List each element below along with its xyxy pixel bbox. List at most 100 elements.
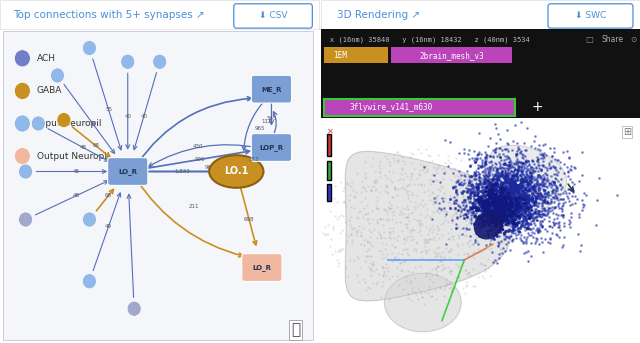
- Point: [528, 217, 538, 223]
- Point: [529, 174, 539, 180]
- Point: [483, 265, 493, 271]
- Point: [492, 181, 502, 186]
- Point: [493, 208, 504, 214]
- Point: [502, 213, 513, 218]
- Point: [510, 185, 520, 190]
- Point: [517, 203, 527, 209]
- Point: [568, 187, 578, 192]
- Point: [483, 179, 493, 185]
- Point: [410, 248, 420, 254]
- Point: [485, 216, 495, 222]
- Point: [484, 201, 494, 207]
- Point: [455, 210, 465, 215]
- Point: [384, 234, 394, 239]
- Point: [502, 141, 513, 146]
- Point: [506, 228, 516, 234]
- Point: [486, 190, 496, 195]
- Point: [511, 183, 522, 189]
- Point: [513, 226, 523, 232]
- Point: [500, 180, 511, 185]
- Point: [507, 186, 517, 191]
- Point: [495, 223, 506, 228]
- Point: [500, 187, 510, 192]
- Point: [510, 211, 520, 217]
- Point: [495, 216, 506, 222]
- Point: [341, 203, 351, 209]
- Point: [508, 218, 518, 224]
- Point: [504, 180, 515, 186]
- Point: [551, 195, 561, 200]
- Point: [497, 198, 508, 203]
- Point: [548, 220, 558, 225]
- Point: [529, 182, 540, 187]
- Point: [536, 197, 546, 202]
- Point: [496, 191, 506, 196]
- Point: [495, 205, 506, 211]
- Text: ME_R: ME_R: [261, 86, 282, 93]
- Point: [495, 207, 506, 213]
- Point: [489, 191, 499, 197]
- Point: [497, 172, 507, 177]
- Point: [503, 213, 513, 218]
- Point: [332, 257, 342, 263]
- Point: [508, 224, 518, 229]
- Point: [497, 199, 507, 204]
- Point: [488, 174, 499, 179]
- Point: [474, 214, 484, 220]
- Point: [472, 215, 483, 221]
- Point: [495, 194, 506, 200]
- Point: [488, 206, 498, 211]
- Point: [547, 153, 557, 158]
- Point: [519, 206, 529, 212]
- Point: [384, 159, 394, 165]
- Point: [487, 232, 497, 237]
- Point: [490, 213, 500, 219]
- Point: [491, 213, 501, 219]
- Point: [434, 210, 444, 216]
- Point: [502, 188, 512, 193]
- Point: [486, 210, 497, 215]
- Point: [507, 184, 517, 189]
- Point: [450, 173, 460, 179]
- Point: [492, 170, 502, 176]
- Point: [482, 228, 492, 234]
- Point: [499, 204, 509, 210]
- Point: [506, 191, 516, 197]
- Point: [511, 172, 521, 177]
- Point: [533, 175, 543, 180]
- Point: [529, 188, 540, 193]
- Point: [530, 209, 540, 214]
- Point: [504, 206, 515, 212]
- Point: [500, 216, 511, 222]
- Point: [391, 220, 401, 225]
- Point: [518, 208, 529, 213]
- Point: [538, 142, 548, 148]
- Point: [515, 205, 525, 210]
- Point: [488, 199, 498, 204]
- Point: [564, 225, 575, 230]
- Point: [467, 174, 477, 179]
- Point: [490, 213, 500, 218]
- Point: [474, 130, 484, 135]
- Point: [488, 178, 499, 184]
- Point: [509, 186, 520, 191]
- Point: [360, 279, 370, 285]
- Point: [486, 159, 497, 165]
- Point: [471, 176, 481, 181]
- Point: [438, 198, 448, 204]
- Point: [405, 181, 415, 187]
- Point: [502, 153, 512, 158]
- Point: [363, 239, 373, 245]
- Point: [555, 191, 565, 197]
- Point: [454, 181, 465, 187]
- Point: [515, 191, 525, 197]
- Point: [494, 173, 504, 178]
- Point: [472, 191, 483, 197]
- Point: [513, 204, 523, 210]
- Polygon shape: [483, 145, 566, 217]
- Point: [506, 198, 516, 203]
- Point: [462, 213, 472, 218]
- Point: [488, 218, 499, 224]
- Point: [508, 230, 518, 236]
- Point: [513, 220, 523, 225]
